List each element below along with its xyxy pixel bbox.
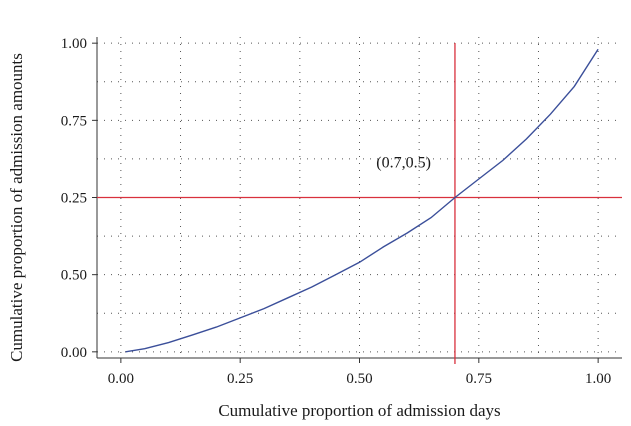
x-axis-label: Cumulative proportion of admission days xyxy=(218,401,500,420)
y-tick-label: 1.00 xyxy=(61,36,87,52)
label-layer: 0.00 0.25 0.50 0.75 1.00 0.00 0.50 0.25 0.75 1.00… xyxy=(7,36,611,420)
x-tick-label: 0.75 xyxy=(466,371,492,387)
annotation-label: (0.7,0.5) xyxy=(376,155,431,172)
x-tick-label: 0.25 xyxy=(227,371,253,387)
y-axis-label: Cumulative proportion of admission amoun… xyxy=(7,53,26,362)
x-tick-label: 1.00 xyxy=(585,371,611,387)
axes-layer xyxy=(92,37,622,363)
y-tick-label: 0.00 xyxy=(61,345,87,361)
reference-lines xyxy=(97,43,622,364)
x-tick-label: 0.00 xyxy=(108,371,134,387)
y-tick-label: 0.50 xyxy=(61,268,87,284)
series-layer xyxy=(125,48,599,353)
x-tick-label: 0.50 xyxy=(346,371,372,387)
y-tick-label: 0.75 xyxy=(61,113,87,129)
series-line xyxy=(125,48,599,353)
y-tick-label: 0.25 xyxy=(61,191,87,207)
